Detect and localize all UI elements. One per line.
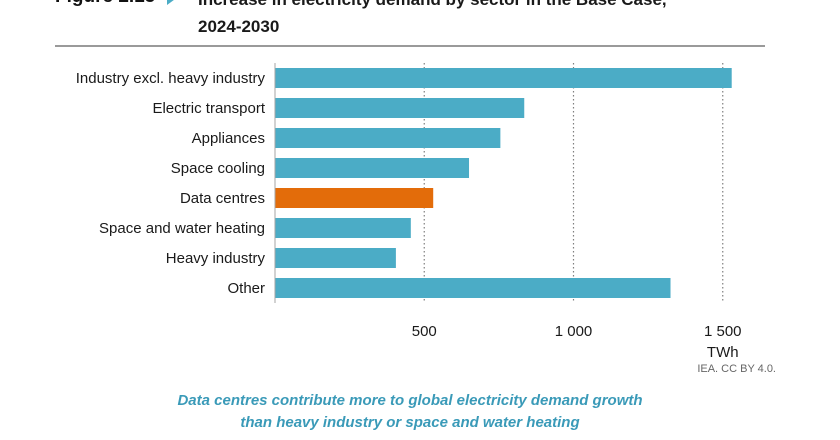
bar (275, 128, 501, 148)
category-label: Appliances (192, 130, 265, 147)
category-label: Other (227, 280, 265, 297)
x-axis-unit-label: TWh (707, 344, 739, 361)
bar (275, 278, 671, 298)
bar (275, 68, 732, 88)
chart-takeaway: Data centres contribute more to global e… (0, 390, 820, 434)
bar (275, 158, 470, 178)
title-divider (55, 45, 765, 47)
figure-arrow-icon (167, 0, 178, 5)
category-label: Industry excl. heavy industry (76, 70, 266, 87)
source-credit: IEA. CC BY 4.0. (697, 363, 776, 375)
category-label: Data centres (180, 190, 265, 207)
takeaway-line-1: Data centres contribute more to global e… (177, 392, 643, 409)
bar (275, 218, 411, 238)
bar (275, 98, 525, 118)
bar (275, 248, 396, 268)
x-tick-label: 1 500 (704, 323, 742, 340)
figure-title-line-1: Increase in electricity demand by sector… (198, 0, 667, 13)
takeaway-line-2: than heavy industry or space and water h… (240, 414, 580, 431)
category-label: Electric transport (152, 100, 265, 117)
figure-title-line-2: 2024-2030 (198, 17, 280, 36)
x-tick-label: 1 000 (555, 323, 593, 340)
category-label: Space and water heating (99, 220, 265, 237)
category-label: Heavy industry (166, 250, 266, 267)
x-tick-label: 500 (412, 323, 437, 340)
bar (275, 188, 434, 208)
category-label: Space cooling (171, 160, 265, 177)
figure-number: Figure 2.15 (55, 0, 155, 8)
figure-title: Increase in electricity demand by sector… (198, 0, 667, 40)
